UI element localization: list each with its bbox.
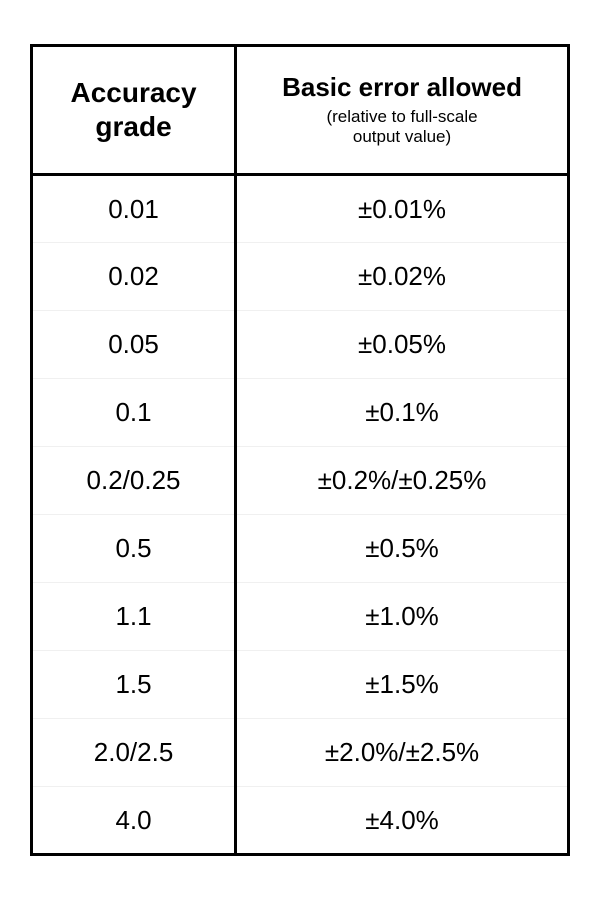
cell-error: ±0.5% (236, 515, 569, 583)
header-basic-error: Basic error allowed (relative to full-sc… (236, 45, 569, 175)
cell-grade: 0.2/0.25 (32, 447, 236, 515)
cell-error: ±0.01% (236, 175, 569, 243)
cell-grade: 1.5 (32, 651, 236, 719)
table-row: 4.0 ±4.0% (32, 787, 569, 855)
cell-grade: 0.1 (32, 379, 236, 447)
header-row: Accuracy grade Basic error allowed (rela… (32, 45, 569, 175)
cell-grade: 0.5 (32, 515, 236, 583)
table-row: 2.0/2.5 ±2.0%/±2.5% (32, 719, 569, 787)
cell-grade: 0.01 (32, 175, 236, 243)
cell-grade: 1.1 (32, 583, 236, 651)
table-row: 0.1 ±0.1% (32, 379, 569, 447)
table-row: 1.1 ±1.0% (32, 583, 569, 651)
cell-grade: 4.0 (32, 787, 236, 855)
cell-error: ±0.02% (236, 243, 569, 311)
table-row: 0.2/0.25 ±0.2%/±0.25% (32, 447, 569, 515)
cell-grade: 0.05 (32, 311, 236, 379)
table-row: 0.01 ±0.01% (32, 175, 569, 243)
cell-error: ±0.05% (236, 311, 569, 379)
header-col2-sub-line2: output value) (353, 127, 451, 146)
table-header: Accuracy grade Basic error allowed (rela… (32, 45, 569, 175)
header-col1-line1: Accuracy (70, 77, 196, 108)
header-col1-line2: grade (95, 111, 171, 142)
accuracy-grade-table: Accuracy grade Basic error allowed (rela… (30, 44, 570, 857)
header-col2-main: Basic error allowed (282, 72, 522, 102)
cell-error: ±0.1% (236, 379, 569, 447)
table-row: 0.05 ±0.05% (32, 311, 569, 379)
cell-grade: 2.0/2.5 (32, 719, 236, 787)
table-row: 1.5 ±1.5% (32, 651, 569, 719)
table-container: Accuracy grade Basic error allowed (rela… (0, 14, 600, 887)
cell-error: ±1.0% (236, 583, 569, 651)
cell-grade: 0.02 (32, 243, 236, 311)
cell-error: ±0.2%/±0.25% (236, 447, 569, 515)
cell-error: ±1.5% (236, 651, 569, 719)
header-col2-sub-line1: (relative to full-scale (326, 107, 477, 126)
table-row: 0.5 ±0.5% (32, 515, 569, 583)
header-col2-sub: (relative to full-scale output value) (247, 107, 557, 148)
cell-error: ±4.0% (236, 787, 569, 855)
cell-error: ±2.0%/±2.5% (236, 719, 569, 787)
table-body: 0.01 ±0.01% 0.02 ±0.02% 0.05 ±0.05% 0.1 … (32, 175, 569, 855)
table-row: 0.02 ±0.02% (32, 243, 569, 311)
header-accuracy-grade: Accuracy grade (32, 45, 236, 175)
